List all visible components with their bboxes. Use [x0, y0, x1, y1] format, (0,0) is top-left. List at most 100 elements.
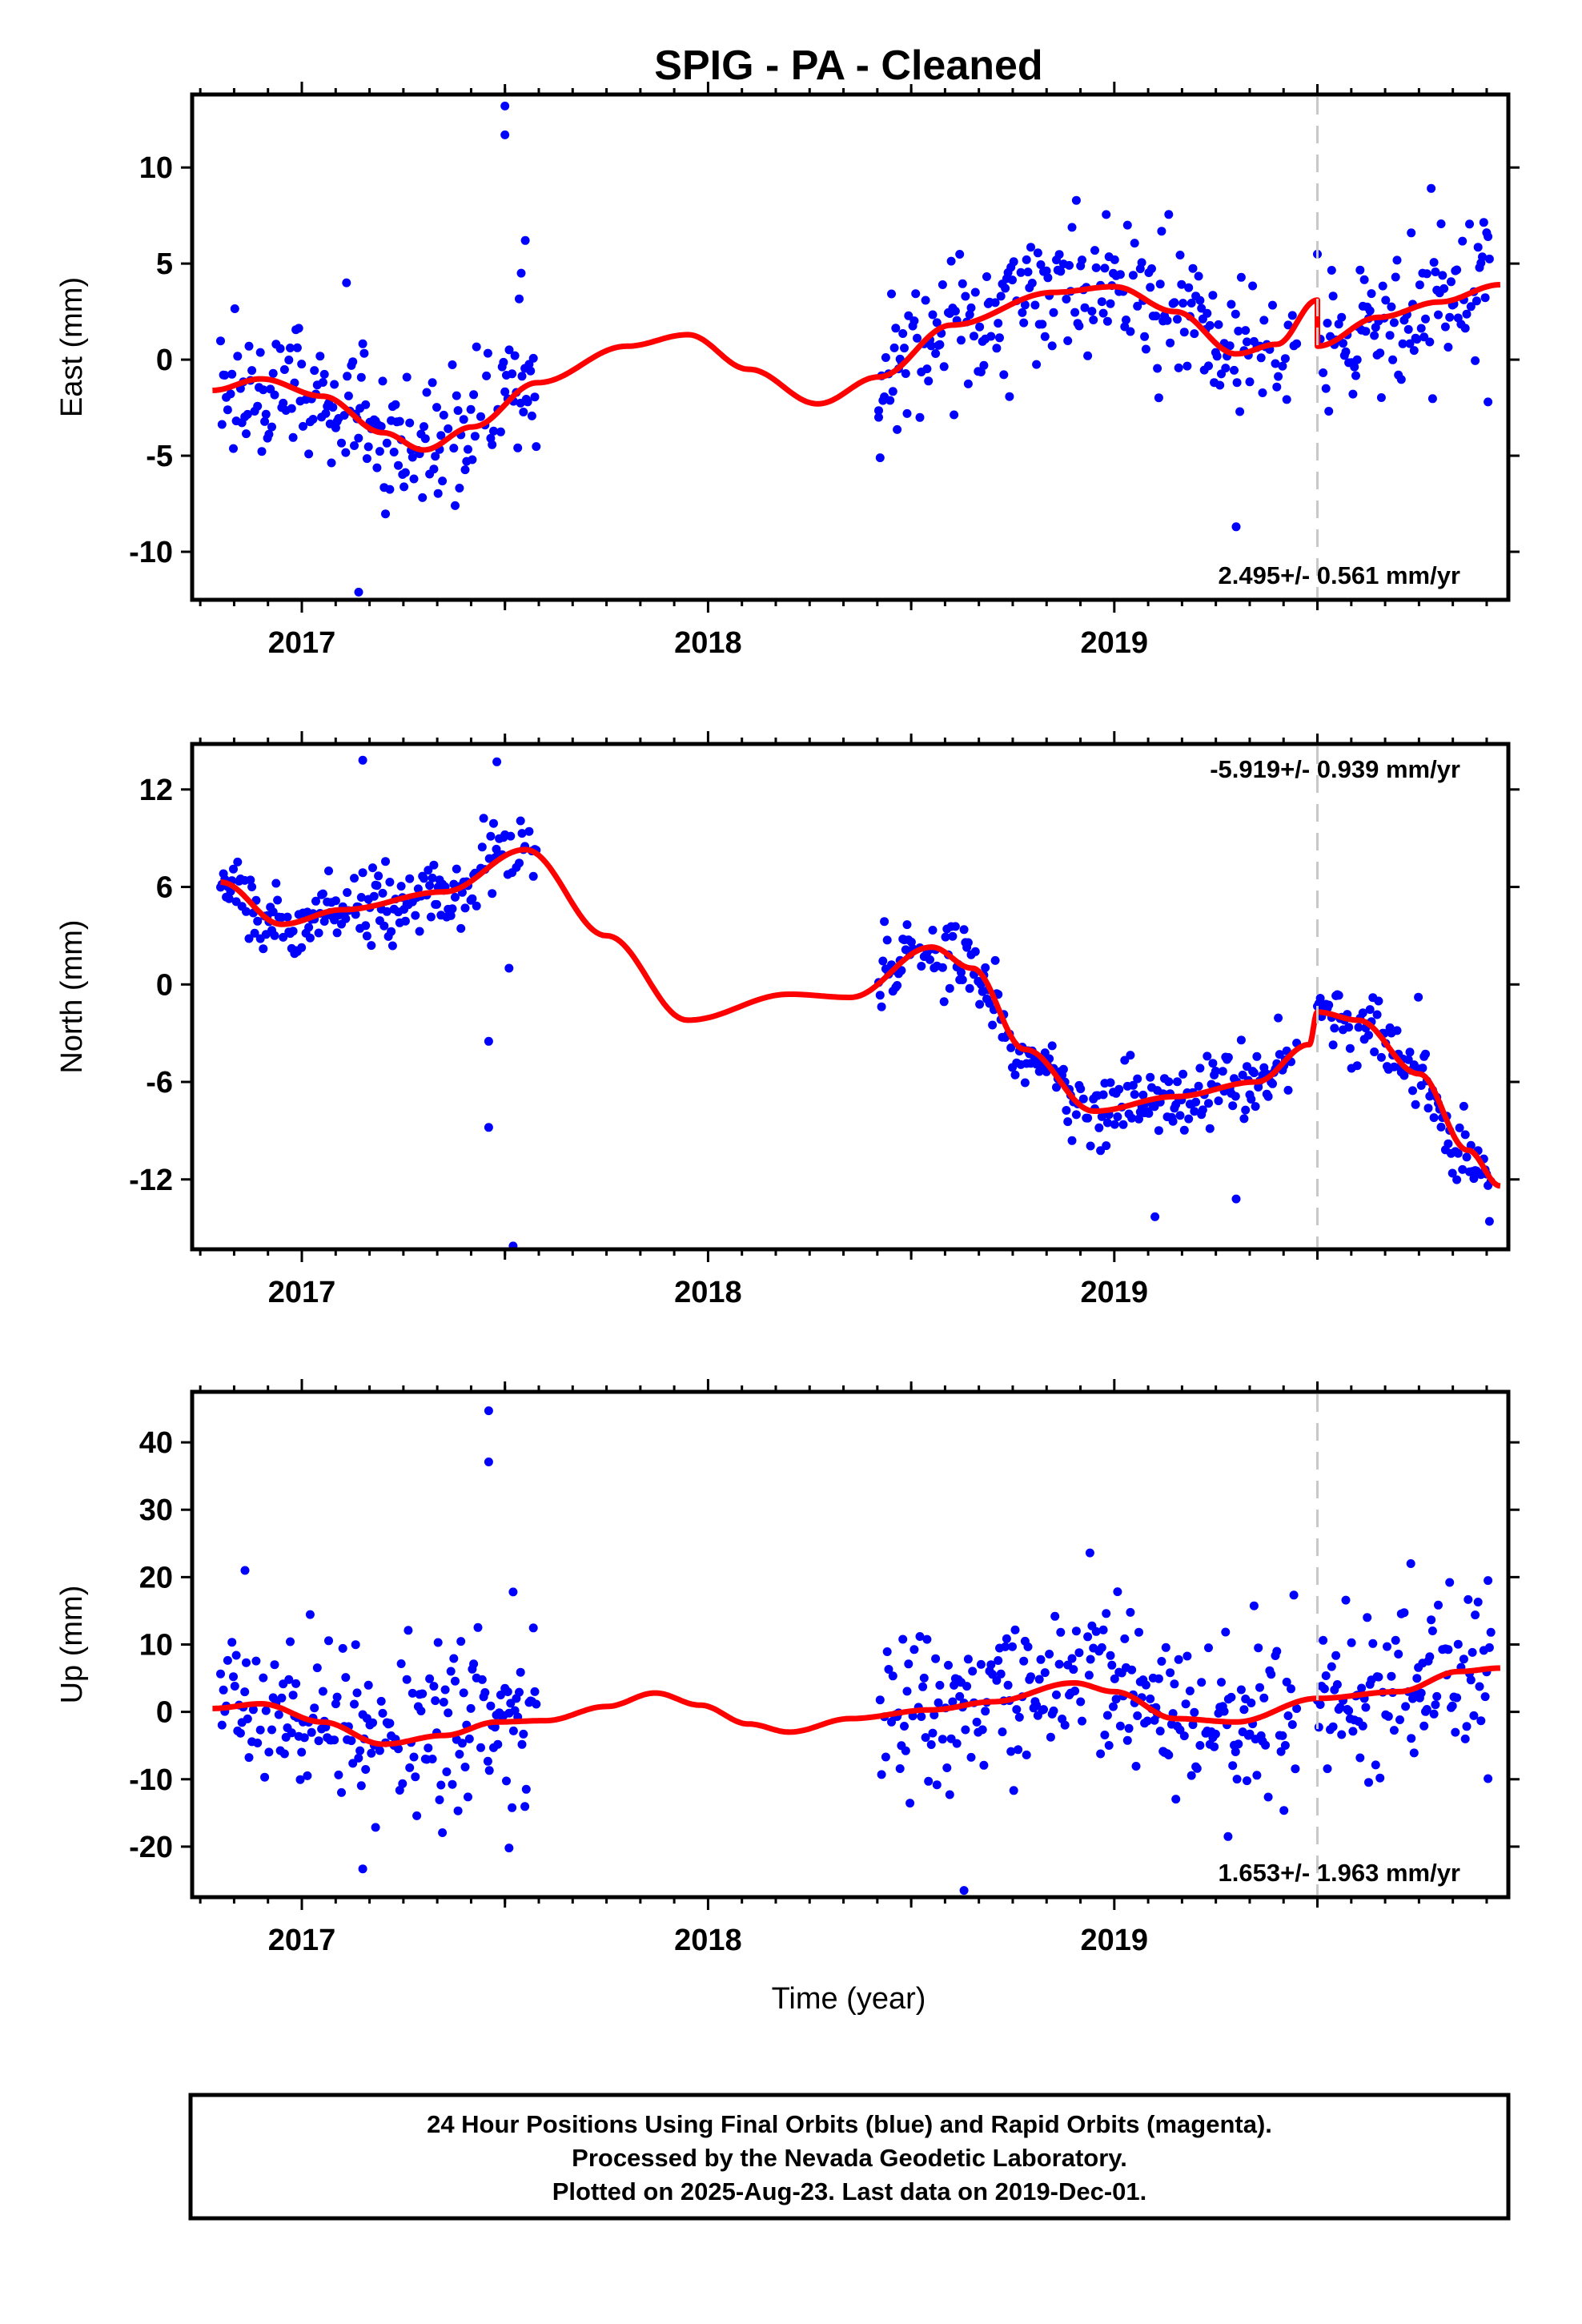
up-data-point — [1371, 1760, 1380, 1770]
north-data-point — [945, 983, 954, 993]
east-data-point — [318, 378, 327, 387]
up-data-point — [952, 1739, 962, 1748]
north-data-point — [1249, 1068, 1259, 1078]
north-data-point — [341, 914, 351, 923]
up-data-point — [267, 1725, 276, 1735]
east-data-point — [1140, 332, 1150, 341]
east-data-point — [1370, 331, 1379, 340]
up-data-point — [456, 1637, 466, 1647]
up-data-point — [395, 1786, 404, 1795]
east-data-point — [1177, 279, 1186, 289]
east-data-point — [488, 440, 497, 449]
north-data-point — [1067, 1136, 1077, 1145]
east-data-point — [975, 322, 985, 332]
up-data-point — [1468, 1647, 1477, 1657]
up-data-point — [942, 1763, 952, 1772]
up-data-point — [1407, 1734, 1416, 1743]
north-data-point — [515, 858, 524, 868]
footer-line-1: 24 Hour Positions Using Final Orbits (bl… — [427, 2110, 1272, 2138]
east-data-point — [1292, 339, 1302, 348]
up-data-point — [1127, 1665, 1137, 1675]
up-data-point — [242, 1658, 251, 1667]
east-data-point — [1063, 336, 1073, 345]
east-data-point — [279, 365, 289, 374]
north-data-point — [1096, 1146, 1106, 1156]
east-data-point — [990, 298, 1000, 308]
east-data-point — [1071, 195, 1081, 205]
east-data-point — [1407, 228, 1416, 238]
footer-box: 24 Hour Positions Using Final Orbits (bl… — [188, 2093, 1511, 2221]
east-data-point — [1385, 331, 1395, 340]
up-data-point — [972, 1717, 982, 1727]
east-data-point — [1365, 306, 1375, 316]
east-data-point — [970, 287, 980, 297]
east-data-point — [915, 412, 925, 422]
north-data-point — [1058, 1064, 1068, 1074]
east-data-point — [955, 250, 965, 259]
up-data-point — [1045, 1650, 1054, 1659]
up-data-point — [998, 1727, 1007, 1737]
up-data-point — [503, 1687, 512, 1696]
east-data-point — [965, 310, 974, 320]
up-data-point — [330, 1735, 339, 1745]
up-data-point — [1399, 1608, 1409, 1618]
up-data-point — [1278, 1731, 1287, 1740]
east-data-point — [216, 336, 225, 346]
east-data-point — [950, 410, 959, 420]
north-data-point — [1354, 1023, 1363, 1032]
east-data-point — [247, 366, 257, 376]
north-data-point — [1484, 1216, 1494, 1226]
up-data-point — [1323, 1764, 1332, 1774]
up-model-line — [211, 1665, 1502, 1747]
east-data-point — [1403, 324, 1413, 334]
east-data-point — [361, 400, 371, 409]
up-data-point — [1412, 1674, 1422, 1683]
north-data-point — [229, 864, 238, 874]
east-data-point — [1032, 360, 1042, 369]
up-data-point — [1459, 1655, 1468, 1664]
north-data-point — [283, 912, 292, 922]
east-data-point — [519, 408, 528, 416]
up-data-point — [486, 1701, 496, 1711]
up-data-point — [1432, 1691, 1442, 1701]
east-data-point — [1102, 316, 1112, 326]
east-data-point — [1227, 300, 1236, 309]
up-data-point — [1012, 1705, 1022, 1715]
up-data-point — [337, 1787, 346, 1797]
east-data-point — [924, 376, 934, 386]
up-data-point — [303, 1771, 312, 1780]
north-data-point — [1195, 1063, 1205, 1073]
east-data-point — [343, 372, 352, 381]
north-data-point — [350, 874, 359, 883]
north-data-point — [1408, 1086, 1417, 1096]
up-data-point — [1186, 1771, 1196, 1780]
east-data-point — [1434, 310, 1443, 320]
east-data-point — [259, 385, 268, 395]
up-data-point — [921, 1733, 930, 1743]
north-data-point — [318, 889, 327, 899]
east-data-point — [489, 426, 498, 436]
up-data-point — [1146, 1694, 1155, 1703]
up-data-point — [901, 1746, 910, 1755]
up-data-point — [371, 1823, 380, 1832]
east-data-point — [1409, 346, 1419, 356]
north-data-point — [246, 875, 255, 885]
east-data-point — [1001, 283, 1010, 293]
north-data-point — [270, 931, 279, 940]
east-data-point — [476, 412, 485, 421]
east-data-point — [1042, 266, 1051, 275]
up-data-point — [231, 1651, 241, 1660]
up-data-point — [1243, 1776, 1251, 1786]
up-data-point — [1252, 1771, 1262, 1780]
up-data-point — [1292, 1704, 1302, 1713]
up-data-point — [411, 1772, 420, 1782]
east-data-point — [935, 340, 945, 349]
north-data-point — [1460, 1130, 1470, 1140]
north-outlier-point — [484, 1123, 493, 1132]
up-data-point — [347, 1736, 356, 1746]
east-data-point — [1431, 267, 1440, 276]
east-data-point — [1396, 375, 1406, 384]
east-data-point — [1020, 300, 1030, 310]
east-data-point — [1422, 269, 1431, 279]
east-data-point — [448, 360, 457, 369]
